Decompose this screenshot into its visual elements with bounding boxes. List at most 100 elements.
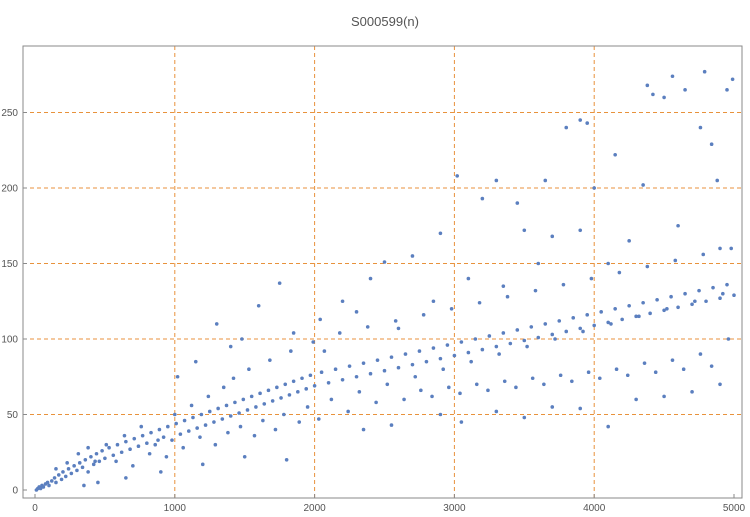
data-point [529, 325, 534, 329]
data-point [329, 397, 334, 402]
data-point [195, 426, 199, 430]
data-point [494, 344, 499, 349]
data-point [114, 459, 118, 464]
data-point [704, 299, 708, 304]
data-point [305, 405, 310, 409]
data-point [730, 77, 735, 82]
data-point [279, 396, 283, 400]
data-point [637, 314, 641, 319]
data-point [241, 397, 246, 402]
data-point [726, 337, 731, 341]
data-point [242, 454, 247, 459]
data-point [702, 69, 707, 74]
data-point [56, 473, 61, 477]
data-point [709, 364, 714, 368]
data-point [374, 400, 378, 405]
data-point [340, 299, 345, 304]
data-point [115, 442, 120, 447]
data-point [203, 423, 208, 427]
data-point [91, 462, 96, 467]
data-point [166, 424, 170, 429]
data-point [226, 430, 230, 435]
data-point [291, 379, 296, 384]
data-point [445, 343, 450, 347]
data-point [54, 480, 58, 485]
data-point [333, 367, 338, 372]
data-point [634, 314, 638, 319]
data-point [515, 328, 520, 332]
data-point [228, 414, 233, 418]
data-point [181, 445, 185, 450]
data-point [182, 418, 187, 423]
data-point [655, 297, 659, 302]
data-point [683, 88, 687, 92]
x-tick-label: 1000 [164, 503, 187, 514]
data-point [651, 92, 655, 97]
data-point [641, 300, 645, 305]
data-point [365, 325, 370, 329]
data-point [103, 456, 107, 461]
data-point [77, 461, 82, 465]
data-point [256, 303, 261, 308]
data-point [178, 432, 183, 436]
data-point [533, 288, 538, 293]
y-tick-label: 50 [7, 410, 19, 421]
data-point [319, 370, 324, 375]
data-point [262, 402, 267, 406]
data-point [522, 415, 527, 420]
data-point [300, 376, 304, 381]
data-point [627, 303, 631, 308]
data-point [174, 421, 178, 426]
data-point [410, 254, 415, 258]
data-point [578, 326, 583, 331]
data-point [86, 470, 90, 474]
data-point [66, 467, 71, 471]
data-point [620, 317, 624, 322]
x-tick-label: 3000 [443, 503, 466, 514]
tick-labels: 0 1000 2000 3000 4000 5000 0 50 100 150 200 250 [1, 108, 745, 514]
data-point [522, 228, 527, 233]
data-point [368, 276, 373, 281]
data-point [480, 347, 485, 352]
data-point [296, 390, 300, 394]
data-point [645, 264, 650, 269]
data-point [270, 399, 275, 403]
data-point [711, 285, 715, 290]
data-point [721, 291, 725, 296]
data-point [557, 319, 562, 323]
data-point [431, 346, 436, 350]
data-point [347, 364, 352, 368]
data-point [128, 447, 132, 452]
data-point [38, 486, 43, 491]
data-point [474, 382, 479, 387]
data-point [283, 382, 288, 387]
data-point [273, 427, 278, 432]
data-point [164, 454, 169, 459]
data-point [729, 246, 734, 251]
data-point [396, 326, 401, 331]
data-point [501, 284, 506, 288]
data-point [147, 451, 152, 456]
data-point [715, 178, 720, 183]
data-point [494, 409, 499, 414]
data-point [536, 335, 541, 340]
data-point [698, 125, 703, 130]
data-point [662, 95, 666, 100]
data-point [199, 412, 204, 417]
data-point [346, 409, 350, 414]
data-point [550, 405, 555, 409]
data-point [220, 417, 225, 421]
data-point [245, 408, 250, 412]
data-point [282, 412, 286, 417]
data-point [561, 282, 566, 287]
data-point [252, 433, 257, 438]
data-point [570, 379, 574, 384]
data-point [97, 459, 102, 464]
data-point [508, 341, 513, 346]
data-point [455, 174, 459, 178]
data-point [153, 442, 158, 447]
x-tick-label: 5000 [723, 503, 746, 514]
data-point [662, 394, 666, 399]
data-point [287, 393, 292, 397]
data-point [501, 331, 506, 335]
